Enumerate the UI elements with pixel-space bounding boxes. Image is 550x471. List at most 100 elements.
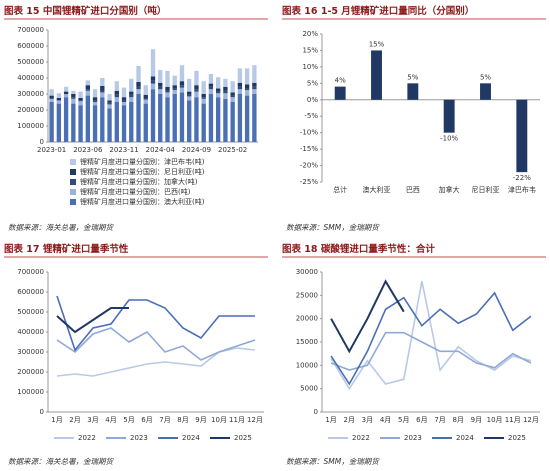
bar-segment <box>129 94 134 98</box>
bar-segment <box>56 98 62 101</box>
bar-segment <box>237 82 243 87</box>
bar-segment <box>63 91 69 94</box>
x-tick-label: 8月 <box>453 416 464 424</box>
bar-segment <box>143 94 148 98</box>
legend-swatch <box>70 199 76 205</box>
bar-segment <box>85 89 90 91</box>
bar-segment <box>114 102 119 142</box>
value-label: 5% <box>480 73 491 81</box>
bar-segment <box>216 91 221 94</box>
bar-segment <box>252 65 257 83</box>
bar-segment <box>194 97 199 142</box>
x-tick-label: 3月 <box>362 416 373 424</box>
y-tick-label: 200000 <box>17 106 44 114</box>
bar-segment <box>158 82 163 87</box>
bar-segment <box>136 82 141 86</box>
y-tick-label: 100000 <box>17 388 44 396</box>
bar-segment <box>252 86 257 90</box>
bar-segment <box>244 95 250 142</box>
bar-segment <box>136 89 141 94</box>
bar-segment <box>165 90 170 93</box>
bar-segment <box>85 90 90 96</box>
bar-segment <box>223 93 228 99</box>
bar-segment <box>143 103 148 142</box>
bar-segment <box>201 103 206 142</box>
bar-segment <box>129 97 134 102</box>
bar-segment <box>172 85 177 89</box>
bar-segment <box>223 90 228 94</box>
bar-segment <box>143 85 148 95</box>
source-note: 数据来源：SMM，金瑞期货 <box>286 457 380 466</box>
x-tick-label: 8月 <box>177 416 188 424</box>
bar-segment <box>179 87 185 93</box>
bar-segment <box>194 91 199 98</box>
bar-segment <box>187 100 192 142</box>
bar-segment <box>63 97 69 142</box>
legend-label: 2023 <box>404 434 422 442</box>
bar-segment <box>172 75 177 86</box>
bar-segment <box>223 78 228 87</box>
x-tick-label: 5月 <box>398 416 409 424</box>
bar-segment <box>244 88 250 90</box>
bar-segment <box>71 94 76 98</box>
bar-segment <box>172 88 177 90</box>
bar-segment <box>194 85 199 90</box>
legend-swatch <box>70 179 76 185</box>
x-tick-label: 2月 <box>69 416 80 424</box>
bar-segment <box>114 94 119 98</box>
bar-segment <box>107 94 112 101</box>
x-tick-label: 9月 <box>471 416 482 424</box>
bar-segment <box>107 108 112 142</box>
chart-title: 图表 16 1-5 月锂精矿进口量同比（分国别） <box>282 5 474 17</box>
bar-segment <box>237 68 243 83</box>
bar-segment <box>230 95 235 98</box>
bar <box>443 99 455 133</box>
series-line <box>330 291 532 386</box>
value-label: 4% <box>335 77 346 85</box>
bar-segment <box>223 86 228 91</box>
bar-segment <box>85 80 90 86</box>
bar-segment <box>100 97 105 142</box>
y-tick-label: -20% <box>300 162 318 170</box>
chart-title: 图表 18 碳酸锂进口量季节性：合计 <box>282 243 435 255</box>
y-tick-label: 700000 <box>17 26 44 34</box>
x-tick-label: 4月 <box>380 416 391 424</box>
bar-segment <box>208 74 214 84</box>
x-tick-label: 2024-09 <box>182 146 211 154</box>
value-label: 15% <box>369 40 385 48</box>
bar <box>516 99 528 173</box>
legend-label: 2022 <box>352 434 370 442</box>
bar-segment <box>252 94 257 142</box>
y-tick-label: 5000 <box>300 385 318 393</box>
y-tick-label: 700000 <box>17 268 44 276</box>
x-tick-label: 2025-02 <box>218 146 247 154</box>
bar-segment <box>114 81 119 91</box>
y-tick-label: 400000 <box>17 74 44 82</box>
legend-label: 锂精矿月度进口量分国别：尼日利亚(吨) <box>80 167 205 176</box>
bar-segment <box>165 97 170 142</box>
bar-segment <box>172 94 177 142</box>
x-tick-label: 2023-11 <box>109 146 138 154</box>
bar-segment <box>129 78 134 92</box>
bar-segment <box>179 85 185 88</box>
x-tick-label: 12月 <box>523 416 539 424</box>
bar-segment <box>100 90 105 93</box>
bar-segment <box>114 90 119 95</box>
legend-label: 2023 <box>130 434 148 442</box>
legend-swatch <box>70 189 76 195</box>
x-tick-label: 尼日利亚 <box>472 185 500 194</box>
x-tick-label: 2024-04 <box>146 146 176 154</box>
x-tick-label: 澳大利亚 <box>363 185 391 194</box>
legend-label: 锂精矿月度进口量分国别：加拿大(吨) <box>80 177 198 186</box>
bar-segment <box>172 90 177 94</box>
legend-label: 2022 <box>78 434 96 442</box>
bar-segment <box>201 98 206 104</box>
bar-segment <box>223 98 228 142</box>
y-tick-label: 5% <box>307 79 318 87</box>
bar <box>371 50 382 100</box>
bar-segment <box>136 94 141 142</box>
bar-segment <box>230 102 235 142</box>
y-tick-label: 20000 <box>296 315 318 323</box>
bar-segment <box>85 85 90 90</box>
